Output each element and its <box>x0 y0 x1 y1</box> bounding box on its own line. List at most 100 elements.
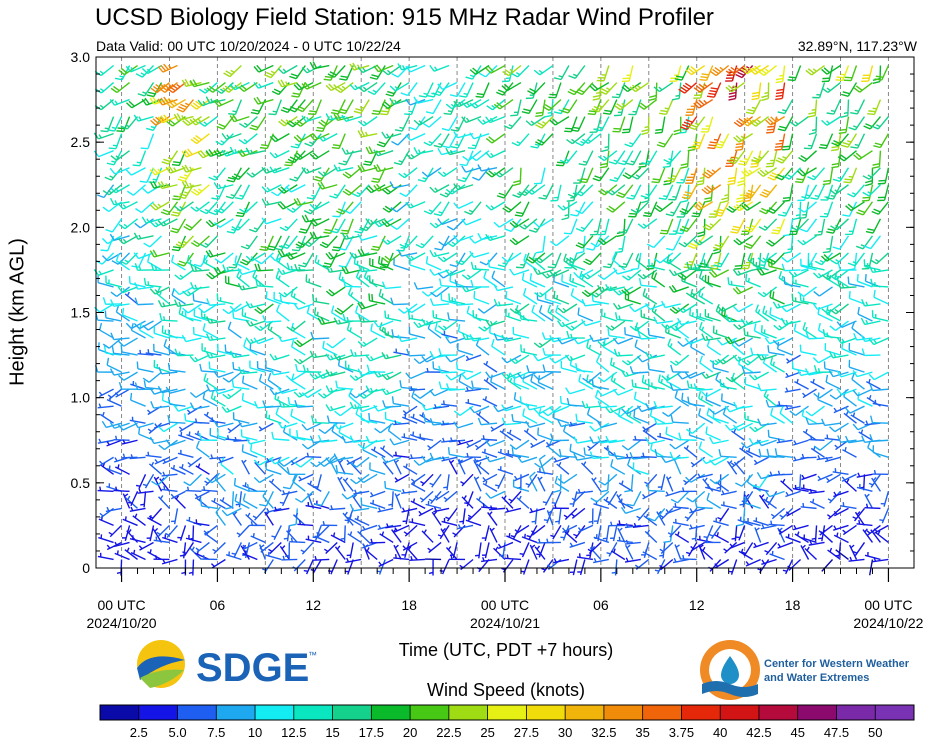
wind-barb <box>485 133 506 144</box>
barb-full <box>214 472 220 480</box>
barb-full <box>199 363 203 372</box>
barb-full <box>314 254 318 263</box>
barb-full <box>377 256 381 264</box>
barb-full <box>267 321 271 330</box>
barb-shaft <box>409 354 426 357</box>
barb-shaft <box>137 368 154 373</box>
barb-full <box>221 406 228 413</box>
wind-barb <box>277 201 298 210</box>
wind-barb <box>288 508 299 527</box>
wind-barb <box>157 422 178 433</box>
barb-full <box>523 108 531 112</box>
wind-barb <box>245 147 266 155</box>
barb-half <box>154 266 158 271</box>
barb-full <box>578 374 582 382</box>
barb-shaft <box>306 422 322 431</box>
barb-shaft <box>276 310 290 322</box>
wind-barb <box>153 555 170 561</box>
barb-shaft <box>577 314 594 322</box>
barb-half <box>490 527 495 532</box>
barb-half <box>314 418 317 423</box>
barb-full <box>382 400 386 408</box>
wind-barb <box>510 525 522 540</box>
wind-barb <box>256 361 274 373</box>
barb-full <box>193 263 202 268</box>
barb-full <box>240 245 249 250</box>
barb-shaft <box>234 500 250 510</box>
barb-full <box>575 141 583 147</box>
barb-half <box>551 263 557 266</box>
wind-barb <box>183 473 202 487</box>
barb-shaft <box>410 371 426 380</box>
barb-shaft <box>209 368 226 373</box>
wind-barb <box>222 388 242 400</box>
barb-half <box>428 498 433 502</box>
wind-barb <box>575 363 593 373</box>
barb-shaft <box>576 456 593 461</box>
wind-barb <box>261 184 282 193</box>
barb-half <box>191 546 195 551</box>
wind-barb <box>199 235 218 249</box>
barb-full <box>246 483 251 492</box>
barb-full <box>109 187 117 194</box>
wind-barb <box>149 218 170 228</box>
barb-full <box>243 339 247 347</box>
barb-half <box>236 532 241 536</box>
barb-half <box>410 153 415 158</box>
barb-full <box>527 90 535 95</box>
barb-full <box>316 126 325 130</box>
barb-full <box>133 421 139 428</box>
barb-full <box>583 260 591 266</box>
barb-full <box>143 380 147 388</box>
wind-barb <box>577 524 594 533</box>
barb-half <box>410 478 415 483</box>
barb-full <box>496 195 505 199</box>
barb-full <box>567 193 576 198</box>
barb-shaft <box>217 422 234 428</box>
barb-full <box>398 308 405 314</box>
barb-half <box>526 428 529 433</box>
wind-barb <box>161 471 178 477</box>
barb-half <box>498 172 503 176</box>
wind-barb <box>318 456 338 467</box>
barb-half <box>178 301 182 307</box>
barb-full <box>317 392 325 399</box>
barb-full <box>541 332 546 340</box>
barb-half <box>162 221 167 226</box>
barb-full <box>202 391 206 399</box>
barb-full <box>192 79 198 87</box>
wind-barb <box>433 507 450 513</box>
barb-half <box>162 458 167 463</box>
wind-barb <box>237 283 258 291</box>
barb-full <box>205 150 212 157</box>
barb-half <box>189 259 192 264</box>
wind-barb <box>557 320 578 328</box>
wind-barb <box>390 218 410 230</box>
barb-full <box>378 288 382 297</box>
barb-full <box>109 197 115 206</box>
barb-half <box>346 234 350 239</box>
barb-half <box>283 537 289 540</box>
wind-barb <box>189 116 210 126</box>
barb-shaft <box>465 218 482 226</box>
barb-full <box>541 272 548 279</box>
wind-barb <box>173 495 186 509</box>
barb-full <box>193 240 201 246</box>
barb-full <box>384 480 387 489</box>
wind-barb <box>118 337 138 347</box>
wind-barb <box>213 218 234 228</box>
wind-barb <box>313 167 330 182</box>
wind-barb <box>553 558 570 564</box>
wind-barb <box>325 404 346 412</box>
barb-full <box>438 278 442 286</box>
barb-full <box>587 113 596 116</box>
barb-half <box>451 241 456 246</box>
barb-half <box>402 488 405 494</box>
wind-barb <box>129 454 146 460</box>
barb-half <box>465 355 470 360</box>
barb-half <box>163 316 166 321</box>
wind-barb <box>151 473 170 486</box>
barb-full <box>585 258 593 264</box>
wind-barb <box>238 366 258 375</box>
wind-barb <box>130 323 146 339</box>
